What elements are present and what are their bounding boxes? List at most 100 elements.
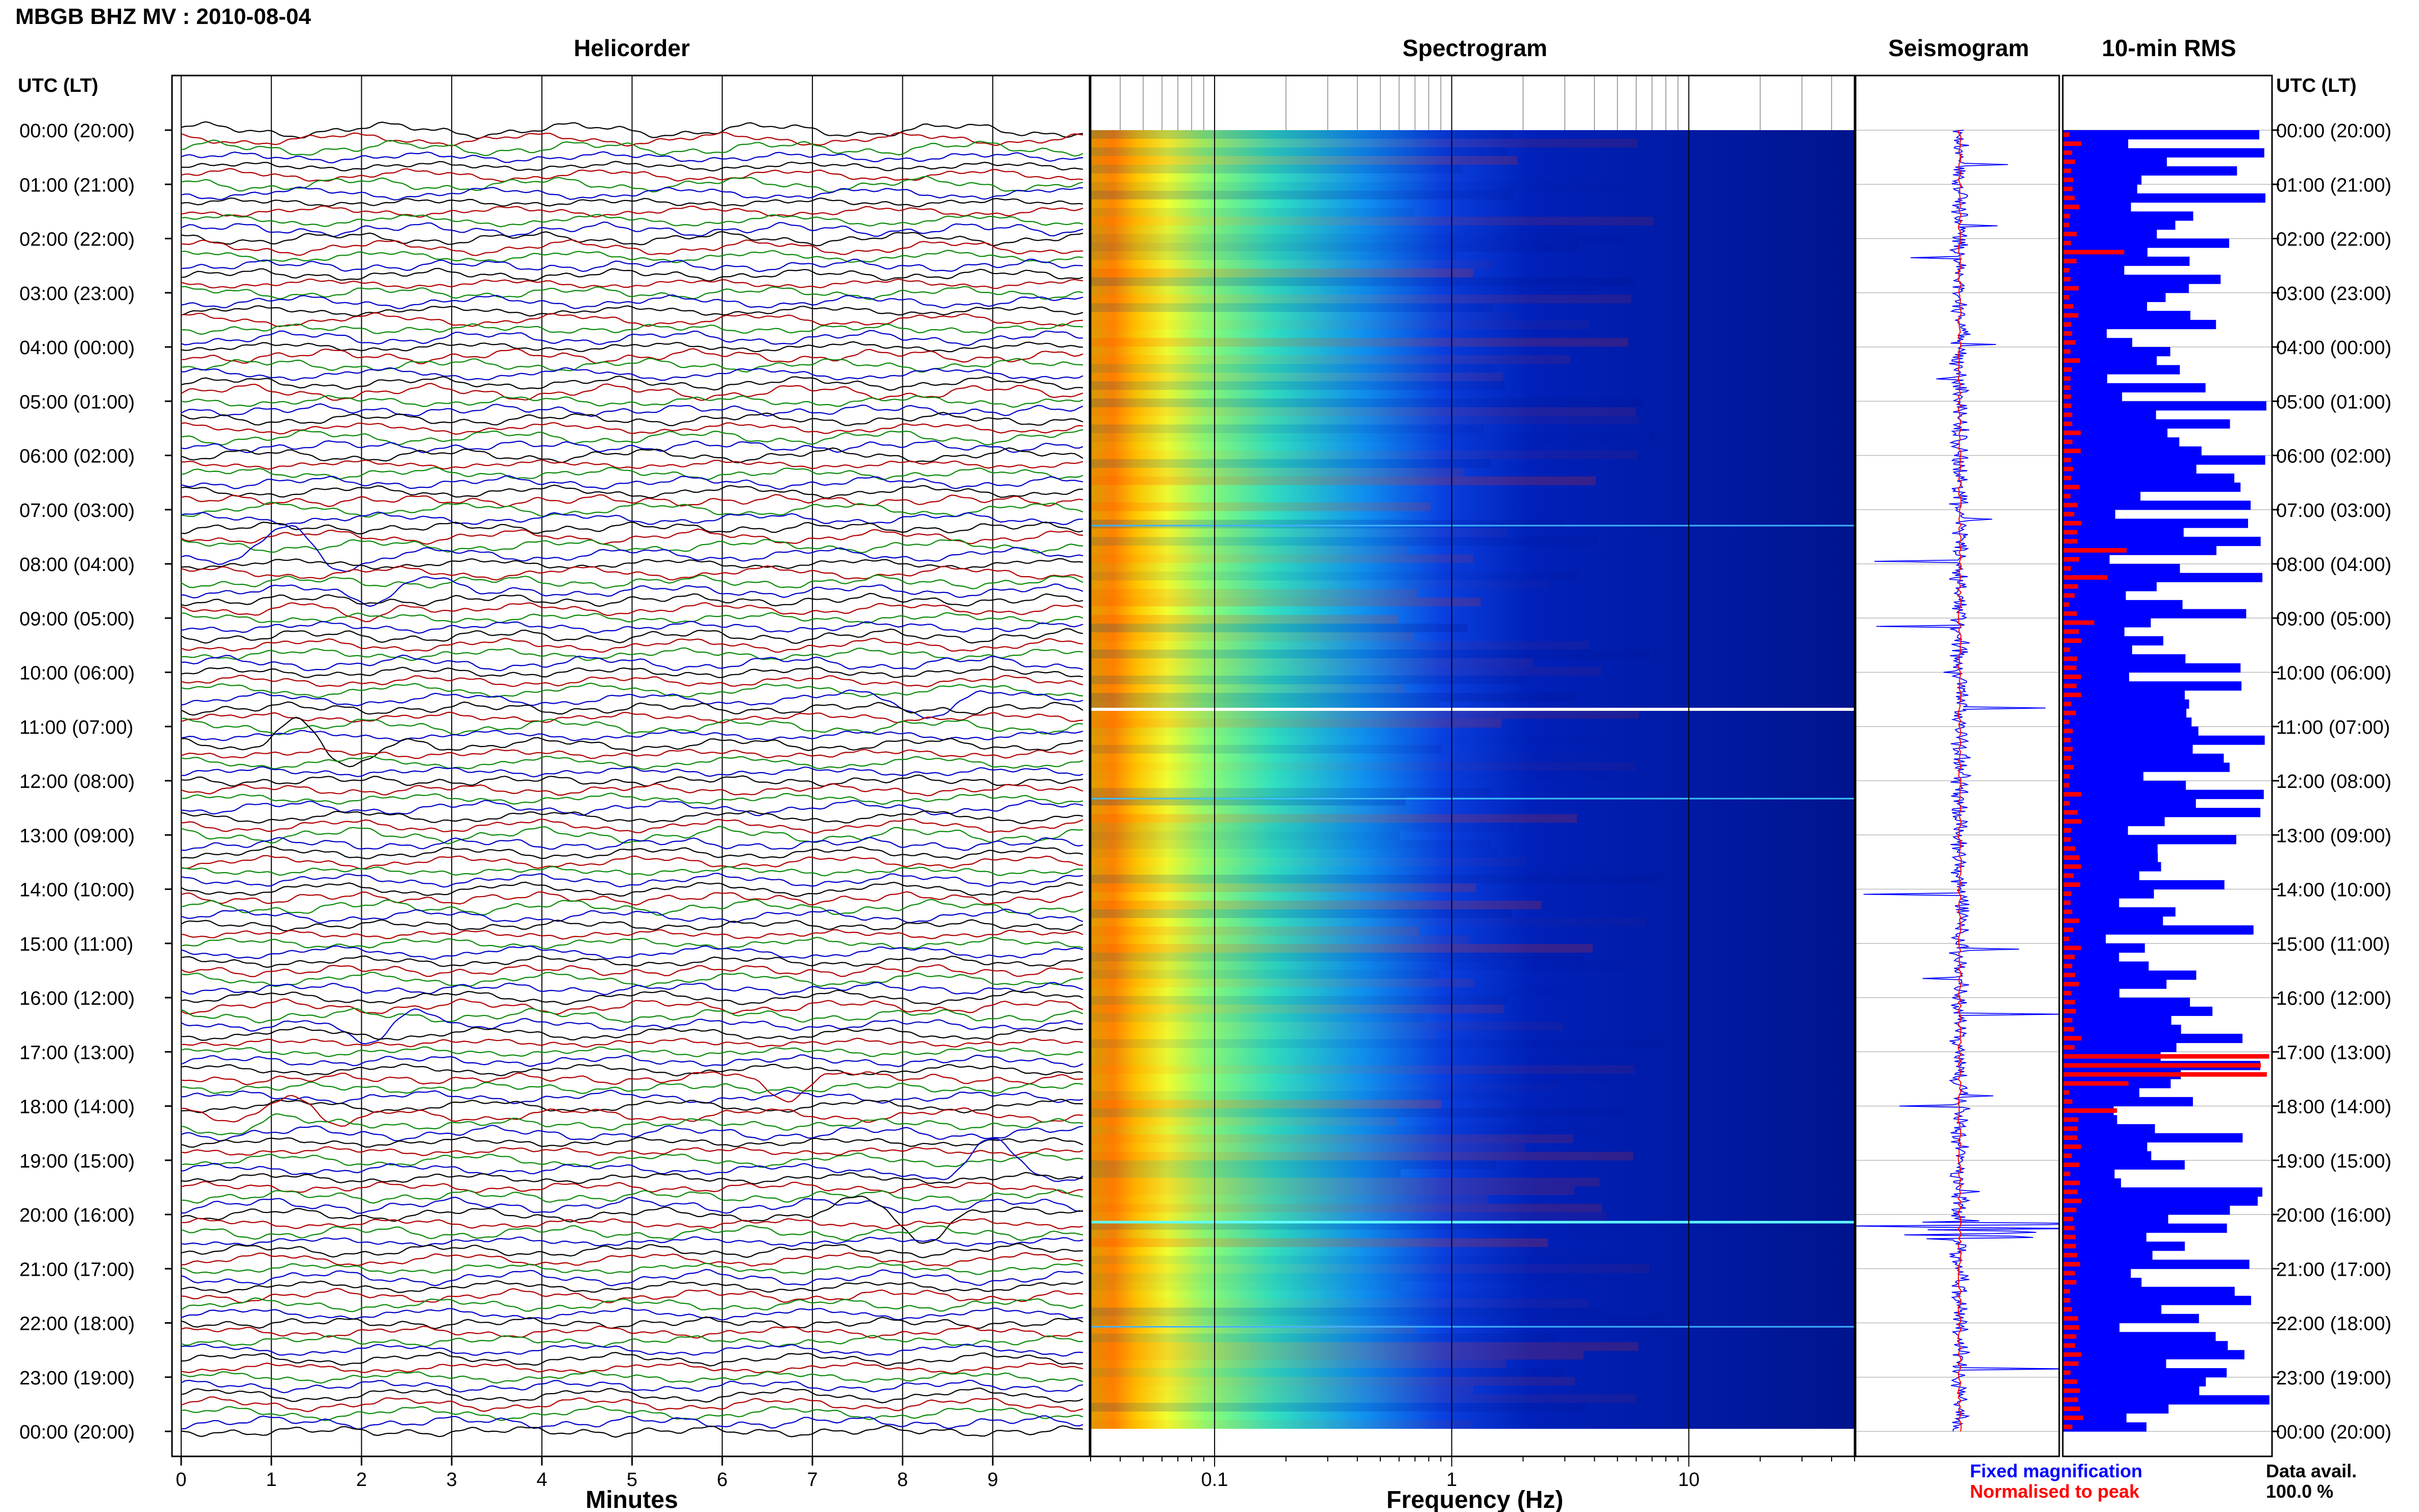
spectrogram-xlabel: Frequency (Hz) [1387,1486,1564,1512]
spectrogram-band [1091,1100,1441,1109]
rms-normalised-bar [2063,1217,2073,1222]
helicorder-trace [181,1269,1083,1286]
rms-fixed-bar [2063,781,2186,790]
spectrogram-band [1091,130,1513,139]
rms-normalised-bar [2063,584,2078,589]
right-time-label: 00:00 (20:00) [2276,120,2391,142]
rms-normalised-bar [2063,240,2071,245]
helicorder-trace [181,1243,1083,1258]
rms-fixed-bar [2063,347,2170,357]
spectrogram-band [1091,1281,1401,1291]
helicorder-trace [181,881,1083,897]
seismogram-trace-group [1856,130,2059,1432]
rms-fixed-bar [2063,184,2137,194]
helicorder-trace [181,1054,1083,1068]
spectrogram-band [1091,1368,1564,1377]
helicorder-frame [171,75,1091,1457]
right-time-label: 05:00 (01:00) [2276,391,2391,413]
helicorder-trace [181,855,1083,870]
helicorder-trace [181,866,1083,877]
rms-fixed-bar [2063,934,2106,944]
rms-normalised-bar [2063,927,2074,932]
rms-fixed-bar [2063,365,2180,375]
rms-normalised-bar [2063,1189,2078,1195]
rms-fixed-bar [2063,708,2187,718]
rms-fixed-bar [2063,356,2157,365]
rms-fixed-bar [2063,988,2119,998]
helicorder-trace [181,312,1083,328]
seismogram-normalised-trace [1957,130,1962,1432]
rms-normalised-bar [2063,485,2080,489]
helicorder-trace [181,818,1083,834]
left-time-label: 13:00 (09:00) [19,825,135,847]
rms-normalised-bar [2063,710,2076,715]
helicorder-trace [181,475,1083,490]
right-time-label: 01:00 (21:00) [2276,175,2391,196]
rms-fixed-bar [2063,1305,2162,1315]
rms-fixed-bar [2063,1088,2139,1098]
spectrogram-band [1091,1203,1602,1212]
rms-title: 10-min RMS [2102,35,2236,61]
rms-normalised-bar [2063,864,2081,869]
spectrogram-band [1091,650,1649,658]
rms-normalised-bar [2063,620,2094,625]
rms-normalised-bar [2063,702,2071,706]
left-time-label: 06:00 (02:00) [19,446,135,467]
helicorder-trace [181,972,1083,988]
helicorder-trace [181,511,1083,526]
rms-fixed-bar [2063,690,2185,700]
spectrogram-band [1091,364,1495,373]
helicorder-trace [181,132,1083,147]
rms-normalised-bar [2063,1180,2080,1185]
spectrogram-band [1091,467,1464,477]
rms-fixed-bar [2063,772,2143,781]
helicorder-trace [181,1334,1083,1348]
helicorder-tick-label: 4 [536,1469,547,1491]
spectrogram-band [1091,1247,1569,1256]
spectrogram-band [1091,1264,1649,1273]
spectrogram-band [1091,1351,1584,1360]
spectrogram-band [1091,1022,1564,1031]
rms-fixed-bar [2063,148,2264,158]
helicorder-tick-label: 5 [627,1469,637,1491]
rms-normalised-bar [2063,1370,2071,1375]
spectrogram-band [1091,978,1474,987]
rms-fixed-bar [2063,265,2125,275]
helicorder-traces [181,121,1083,1438]
rms-normalised-bar [2063,900,2071,905]
helicorder-trace [181,459,1083,470]
helicorder-tick-label: 9 [988,1469,998,1491]
rms-fixed-bar [2063,1286,2235,1296]
rms-normalised-bar [2063,476,2071,481]
rms-fixed-bar [2063,238,2230,248]
helicorder-trace [181,151,1083,164]
rms-normalised-bar [2063,1099,2072,1104]
rms-fixed-bar [2063,1025,2181,1034]
rms-fixed-bar [2063,130,2260,140]
right-time-label: 19:00 (15:00) [2276,1151,2391,1172]
rms-fixed-bar [2063,1097,2193,1106]
helicorder-trace [181,755,1083,770]
rms-normalised-bar [2063,919,2080,923]
rms-fixed-bar [2063,319,2216,330]
helicorder-trace [181,1146,1083,1157]
helicorder-trace [181,205,1083,218]
helicorder-trace [181,1252,1083,1267]
rms-fixed-bar [2063,573,2263,582]
rms-fixed-bar [2063,1232,2146,1242]
helicorder-trace [181,214,1083,228]
spectrogram-band [1091,1134,1573,1144]
right-time-label: 10:00 (06:00) [2276,663,2391,684]
rms-fixed-bar [2063,1043,2177,1052]
spectrogram-band [1091,1255,1627,1265]
helicorder-trace [181,1099,1083,1113]
spectrogram-image [1091,130,1855,1429]
helicorder-tick-label: 3 [447,1469,457,1491]
spectrogram-band [1091,961,1650,970]
helicorder-trace [181,412,1083,427]
spectrogram-band [1091,563,1467,572]
helicorder-trace [181,1236,1083,1247]
rms-normalised-bar [2063,1406,2080,1411]
left-time-label: 19:00 (15:00) [19,1151,135,1172]
helicorder-trace [181,1262,1083,1275]
